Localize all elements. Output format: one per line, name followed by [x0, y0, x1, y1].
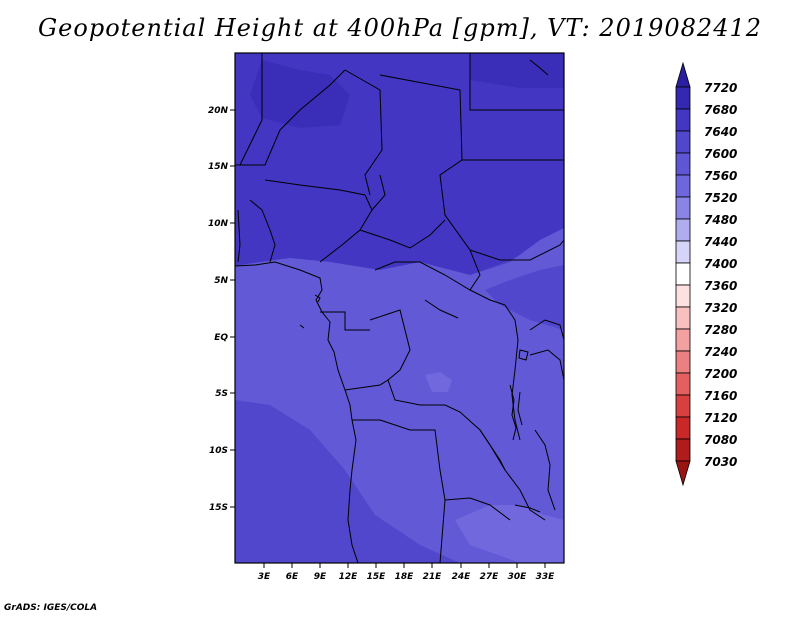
colorbar-level-label: 7720 [704, 81, 737, 95]
colorbar: 7720 7680 7640 7600 7560 7520 7480 7440 7400 7360… [675, 61, 737, 487]
lon-tick-label: 27E [480, 572, 500, 582]
colorbar-swatch [675, 438, 691, 462]
colorbar-level-label: 7440 [704, 235, 737, 249]
colorbar-level-label: 7320 [704, 301, 737, 315]
map-frame [234, 52, 565, 564]
lon-tick-label: 30E [508, 572, 528, 582]
colorbar-swatch [675, 218, 691, 242]
colorbar-level-label: 7280 [704, 323, 737, 337]
colorbar-level-label: 7600 [704, 147, 737, 161]
colorbar-swatch [675, 284, 691, 308]
lakes [299, 59, 549, 513]
colorbar-swatch [675, 152, 691, 176]
lon-axis: 3E 6E 9E 12E 15E 18E 21E 24E 27E 30E 33E [258, 563, 555, 582]
colorbar-swatch [675, 130, 691, 154]
lat-tick-label: 15S [209, 503, 228, 513]
lat-tick-label: 15N [208, 162, 229, 172]
colorbar-level-label: 7030 [704, 455, 737, 469]
colorbar-swatch [675, 350, 691, 374]
colorbar-level-label: 7520 [704, 191, 737, 205]
contour-7680-north [250, 60, 350, 128]
lon-tick-label: 21E [423, 572, 443, 582]
lat-tick-label: 5N [214, 276, 228, 286]
colorbar-level-label: 7640 [704, 125, 737, 139]
colorbar-level-label: 7360 [704, 279, 737, 293]
colorbar-swatch [675, 306, 691, 330]
contour-7600-southwest [235, 400, 460, 563]
lon-tick-label: 6E [286, 572, 299, 582]
colorbar-level-label: 7400 [704, 257, 737, 271]
lat-tick-label: 5S [215, 389, 228, 399]
colorbar-level-label: 7240 [704, 345, 737, 359]
colorbar-level-label: 7120 [704, 411, 737, 425]
colorbar-swatch [675, 394, 691, 418]
colorbar-swatch [675, 86, 691, 110]
colorbar-level-label: 7560 [704, 169, 737, 183]
colorbar-level-label: 7160 [704, 389, 737, 403]
country-borders [235, 53, 564, 563]
lat-axis: 20N 15N 10N 5N EQ 5S 10S 15S [208, 106, 235, 513]
colorbar-level-label: 7200 [704, 367, 737, 381]
lon-tick-label: 15E [367, 572, 387, 582]
lon-tick-label: 24E [452, 572, 472, 582]
contour-7680-northeast [470, 53, 564, 88]
lon-tick-label: 3E [258, 572, 271, 582]
colorbar-swatch [675, 174, 691, 198]
colorbar-level-label: 7080 [704, 433, 737, 447]
colorbar-level-label: 7480 [704, 213, 737, 227]
contour-7520-southeast [455, 505, 564, 563]
colorbar-top-arrow [675, 61, 691, 88]
lat-tick-label: EQ [214, 333, 228, 343]
colorbar-bottom-arrow [675, 460, 691, 487]
colorbar-swatch [675, 240, 691, 264]
lon-tick-label: 18E [395, 572, 415, 582]
colorbar-swatch [675, 372, 691, 396]
lat-tick-label: 10N [208, 219, 229, 229]
credit-label: GrADS: IGES/COLA [4, 603, 98, 613]
colorbar-swatch [675, 328, 691, 352]
lon-tick-label: 9E [314, 572, 327, 582]
lon-tick-label: 12E [339, 572, 359, 582]
colorbar-swatch [675, 108, 691, 132]
colorbar-level-label: 7680 [704, 103, 737, 117]
lon-tick-label: 33E [536, 572, 556, 582]
contour-7600-east-band [485, 265, 564, 330]
lat-tick-label: 20N [208, 106, 229, 116]
colorbar-swatch [675, 416, 691, 440]
colorbar-swatch [675, 262, 691, 286]
lat-tick-label: 10S [209, 446, 228, 456]
colorbar-swatch [675, 196, 691, 220]
contour-7520-central-blob [425, 372, 452, 392]
map-plot [235, 53, 564, 563]
page-title: Geopotential Height at 400hPa [gpm], VT:… [38, 14, 762, 42]
